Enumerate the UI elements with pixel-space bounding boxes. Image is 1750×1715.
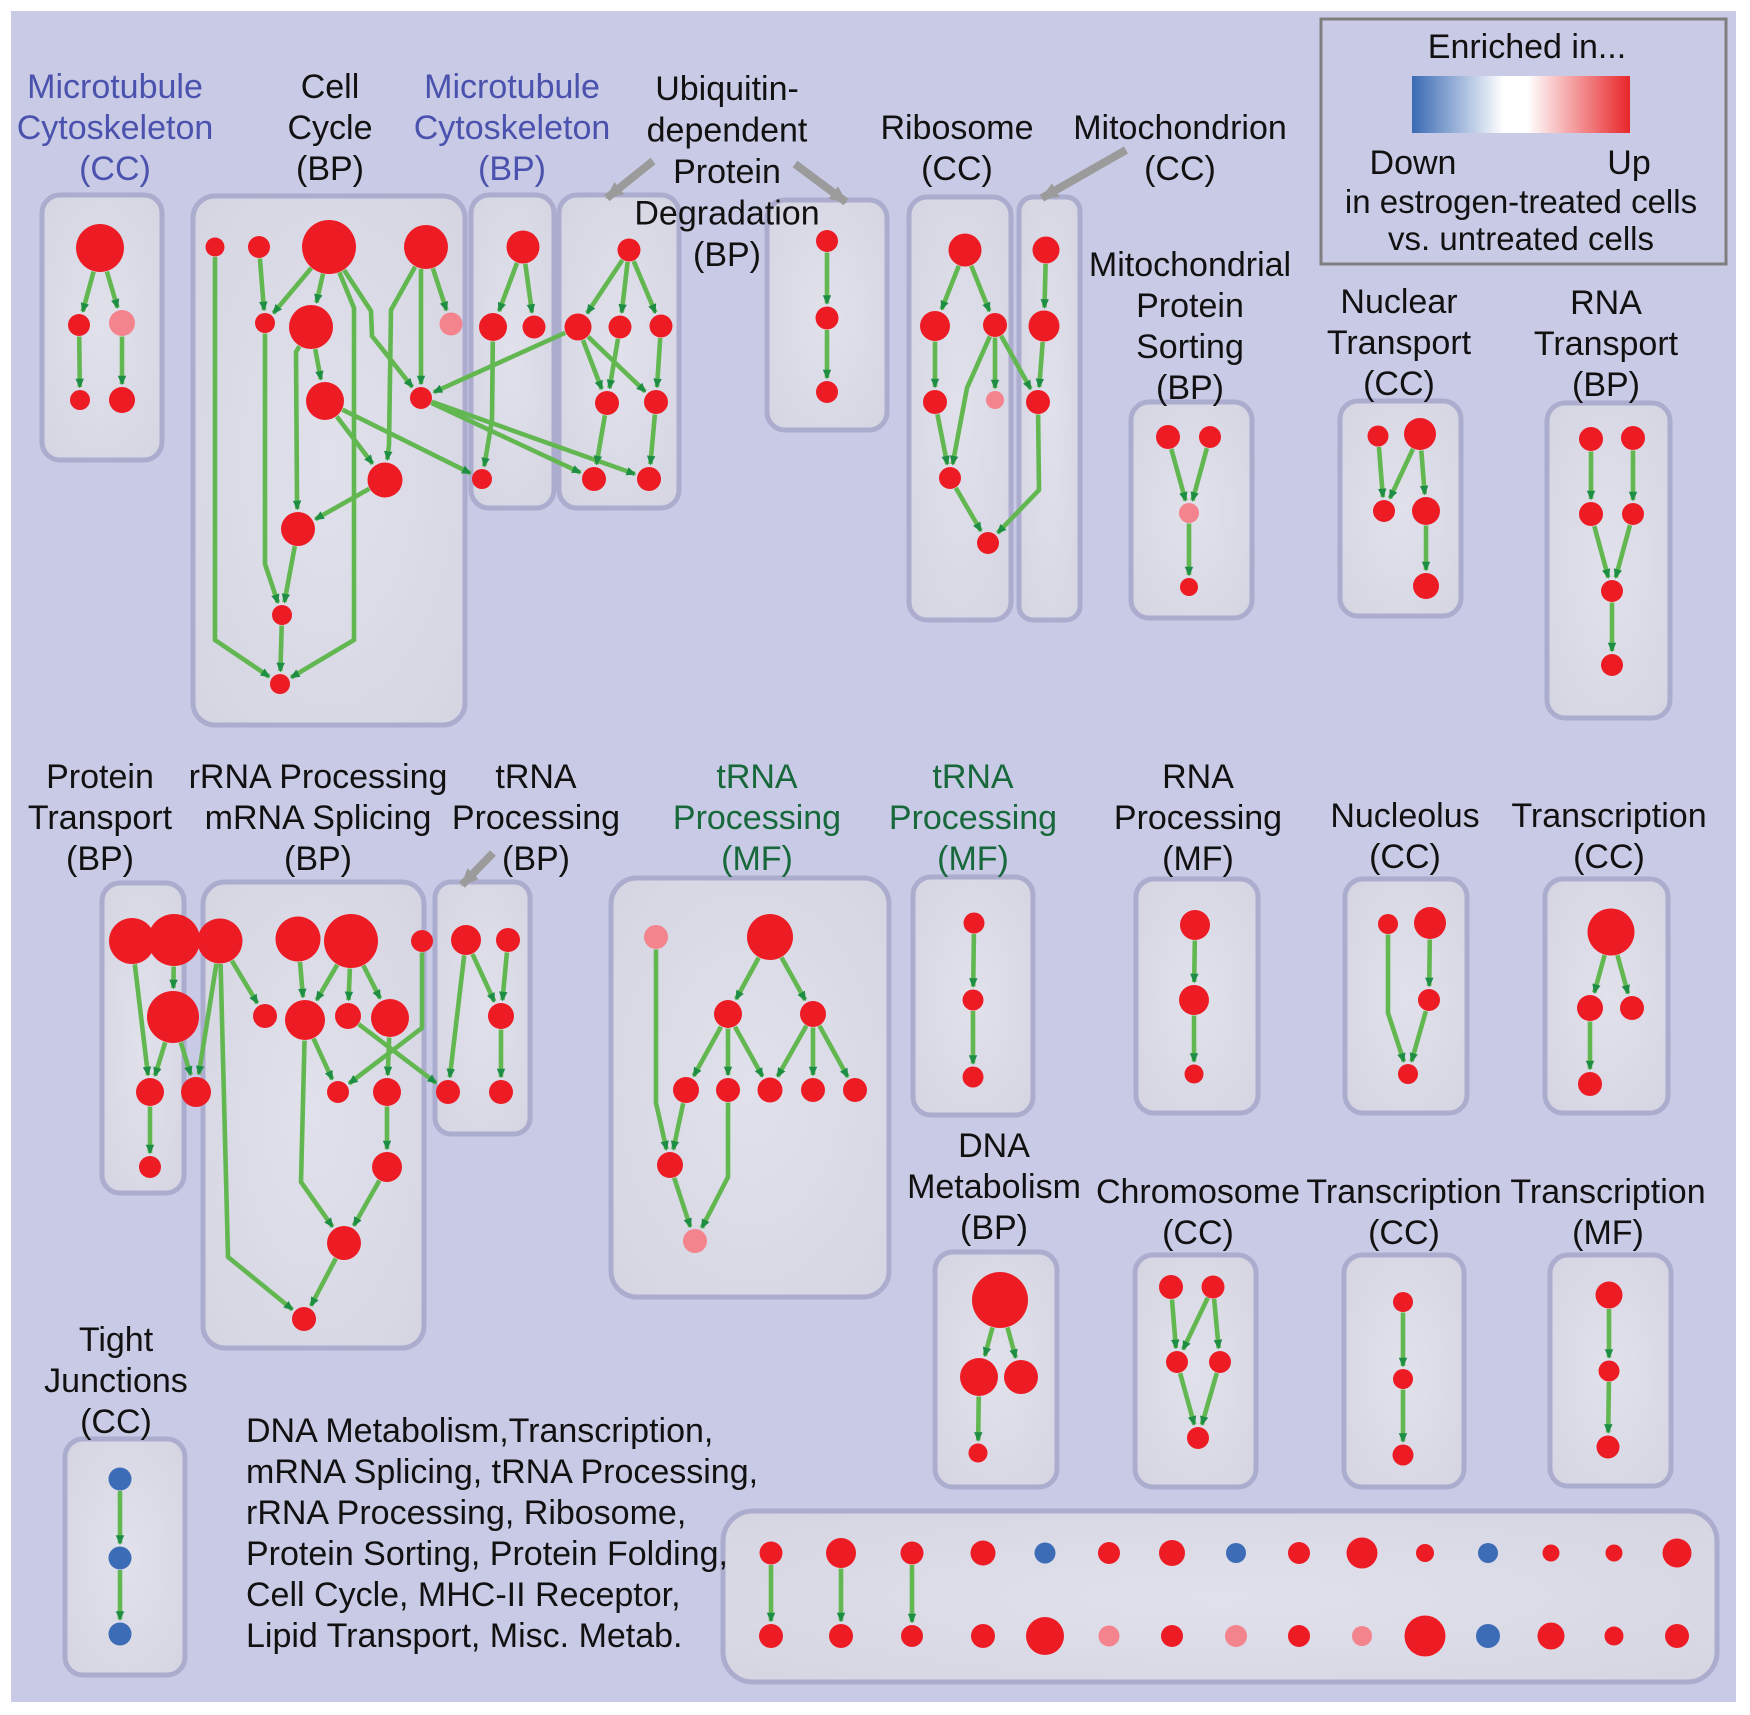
svg-text:Ubiquitin-: Ubiquitin- bbox=[655, 70, 799, 108]
svg-text:(BP): (BP) bbox=[478, 150, 546, 188]
svg-text:Cell: Cell bbox=[301, 68, 360, 106]
svg-text:(BP): (BP) bbox=[284, 840, 352, 878]
svg-text:rRNA Processing: rRNA Processing bbox=[189, 758, 448, 796]
svg-text:(BP): (BP) bbox=[296, 150, 364, 188]
svg-text:DNA: DNA bbox=[958, 1127, 1030, 1165]
svg-text:tRNA: tRNA bbox=[495, 758, 577, 796]
svg-text:Mitochondrion: Mitochondrion bbox=[1073, 109, 1287, 147]
svg-text:tRNA: tRNA bbox=[716, 758, 798, 796]
svg-text:Lipid Transport, Misc. Metab.: Lipid Transport, Misc. Metab. bbox=[246, 1617, 683, 1655]
svg-text:Protein: Protein bbox=[46, 758, 154, 796]
svg-text:mRNA Splicing, tRNA Processing: mRNA Splicing, tRNA Processing, bbox=[246, 1453, 758, 1491]
svg-text:Up: Up bbox=[1607, 144, 1650, 182]
svg-text:(CC): (CC) bbox=[921, 150, 993, 188]
svg-text:(CC): (CC) bbox=[79, 150, 151, 188]
svg-text:tRNA: tRNA bbox=[932, 758, 1014, 796]
svg-text:Processing: Processing bbox=[889, 799, 1057, 837]
svg-text:Metabolism: Metabolism bbox=[907, 1168, 1081, 1206]
svg-text:Down: Down bbox=[1370, 144, 1457, 182]
svg-text:Transport: Transport bbox=[28, 799, 173, 837]
svg-text:rRNA Processing, Ribosome,: rRNA Processing, Ribosome, bbox=[246, 1494, 686, 1532]
svg-text:(CC): (CC) bbox=[1363, 365, 1435, 403]
svg-text:Transcription: Transcription bbox=[1511, 797, 1706, 835]
svg-text:(BP): (BP) bbox=[693, 236, 761, 274]
svg-text:Transport: Transport bbox=[1327, 324, 1472, 362]
svg-text:Cell Cycle, MHC-II Receptor,: Cell Cycle, MHC-II Receptor, bbox=[246, 1576, 681, 1614]
svg-text:(CC): (CC) bbox=[1368, 1214, 1440, 1252]
svg-text:Enriched in...: Enriched in... bbox=[1428, 28, 1626, 66]
svg-text:Protein Sorting, Protein Foldi: Protein Sorting, Protein Folding, bbox=[246, 1535, 728, 1573]
svg-text:Cytoskeleton: Cytoskeleton bbox=[414, 109, 611, 147]
svg-text:(BP): (BP) bbox=[66, 840, 134, 878]
svg-text:RNA: RNA bbox=[1570, 284, 1642, 322]
svg-text:vs. untreated cells: vs. untreated cells bbox=[1388, 220, 1654, 257]
svg-text:(CC): (CC) bbox=[1144, 150, 1216, 188]
svg-text:Protein: Protein bbox=[673, 153, 781, 191]
svg-text:dependent: dependent bbox=[647, 112, 808, 150]
svg-text:(CC): (CC) bbox=[1369, 838, 1441, 876]
svg-text:(CC): (CC) bbox=[1162, 1214, 1234, 1252]
svg-text:(BP): (BP) bbox=[1156, 369, 1224, 407]
svg-text:Junctions: Junctions bbox=[44, 1362, 188, 1400]
svg-text:Nuclear: Nuclear bbox=[1340, 283, 1457, 321]
svg-text:DNA Metabolism,Transcription,: DNA Metabolism,Transcription, bbox=[246, 1412, 713, 1450]
svg-text:Mitochondrial: Mitochondrial bbox=[1089, 246, 1291, 284]
svg-text:Nucleolus: Nucleolus bbox=[1330, 797, 1479, 835]
svg-text:Ribosome: Ribosome bbox=[880, 109, 1033, 147]
svg-text:(CC): (CC) bbox=[80, 1403, 152, 1441]
svg-text:Protein: Protein bbox=[1136, 287, 1244, 325]
svg-text:Transport: Transport bbox=[1534, 325, 1679, 363]
svg-text:(MF): (MF) bbox=[721, 840, 793, 878]
svg-text:Cytoskeleton: Cytoskeleton bbox=[17, 109, 214, 147]
svg-text:(MF): (MF) bbox=[1162, 840, 1234, 878]
svg-text:(MF): (MF) bbox=[1572, 1214, 1644, 1252]
svg-text:(BP): (BP) bbox=[1572, 366, 1640, 404]
svg-text:Degradation: Degradation bbox=[634, 195, 819, 233]
svg-text:in estrogen-treated cells: in estrogen-treated cells bbox=[1345, 183, 1697, 220]
svg-text:RNA: RNA bbox=[1162, 758, 1234, 796]
svg-text:Processing: Processing bbox=[1114, 799, 1282, 837]
svg-text:Sorting: Sorting bbox=[1136, 328, 1244, 366]
svg-text:Processing: Processing bbox=[452, 799, 620, 837]
svg-text:Microtubule: Microtubule bbox=[424, 68, 600, 106]
svg-text:Microtubule: Microtubule bbox=[27, 68, 203, 106]
svg-text:Transcription: Transcription bbox=[1306, 1173, 1501, 1211]
svg-text:(BP): (BP) bbox=[502, 840, 570, 878]
svg-text:(BP): (BP) bbox=[960, 1209, 1028, 1247]
svg-text:mRNA Splicing: mRNA Splicing bbox=[205, 799, 432, 837]
svg-text:Chromosome: Chromosome bbox=[1096, 1173, 1300, 1211]
svg-text:Processing: Processing bbox=[673, 799, 841, 837]
svg-text:(MF): (MF) bbox=[937, 840, 1009, 878]
svg-text:Tight: Tight bbox=[79, 1321, 154, 1359]
svg-text:Transcription: Transcription bbox=[1510, 1173, 1705, 1211]
svg-text:(CC): (CC) bbox=[1573, 838, 1645, 876]
svg-text:Cycle: Cycle bbox=[287, 109, 372, 147]
